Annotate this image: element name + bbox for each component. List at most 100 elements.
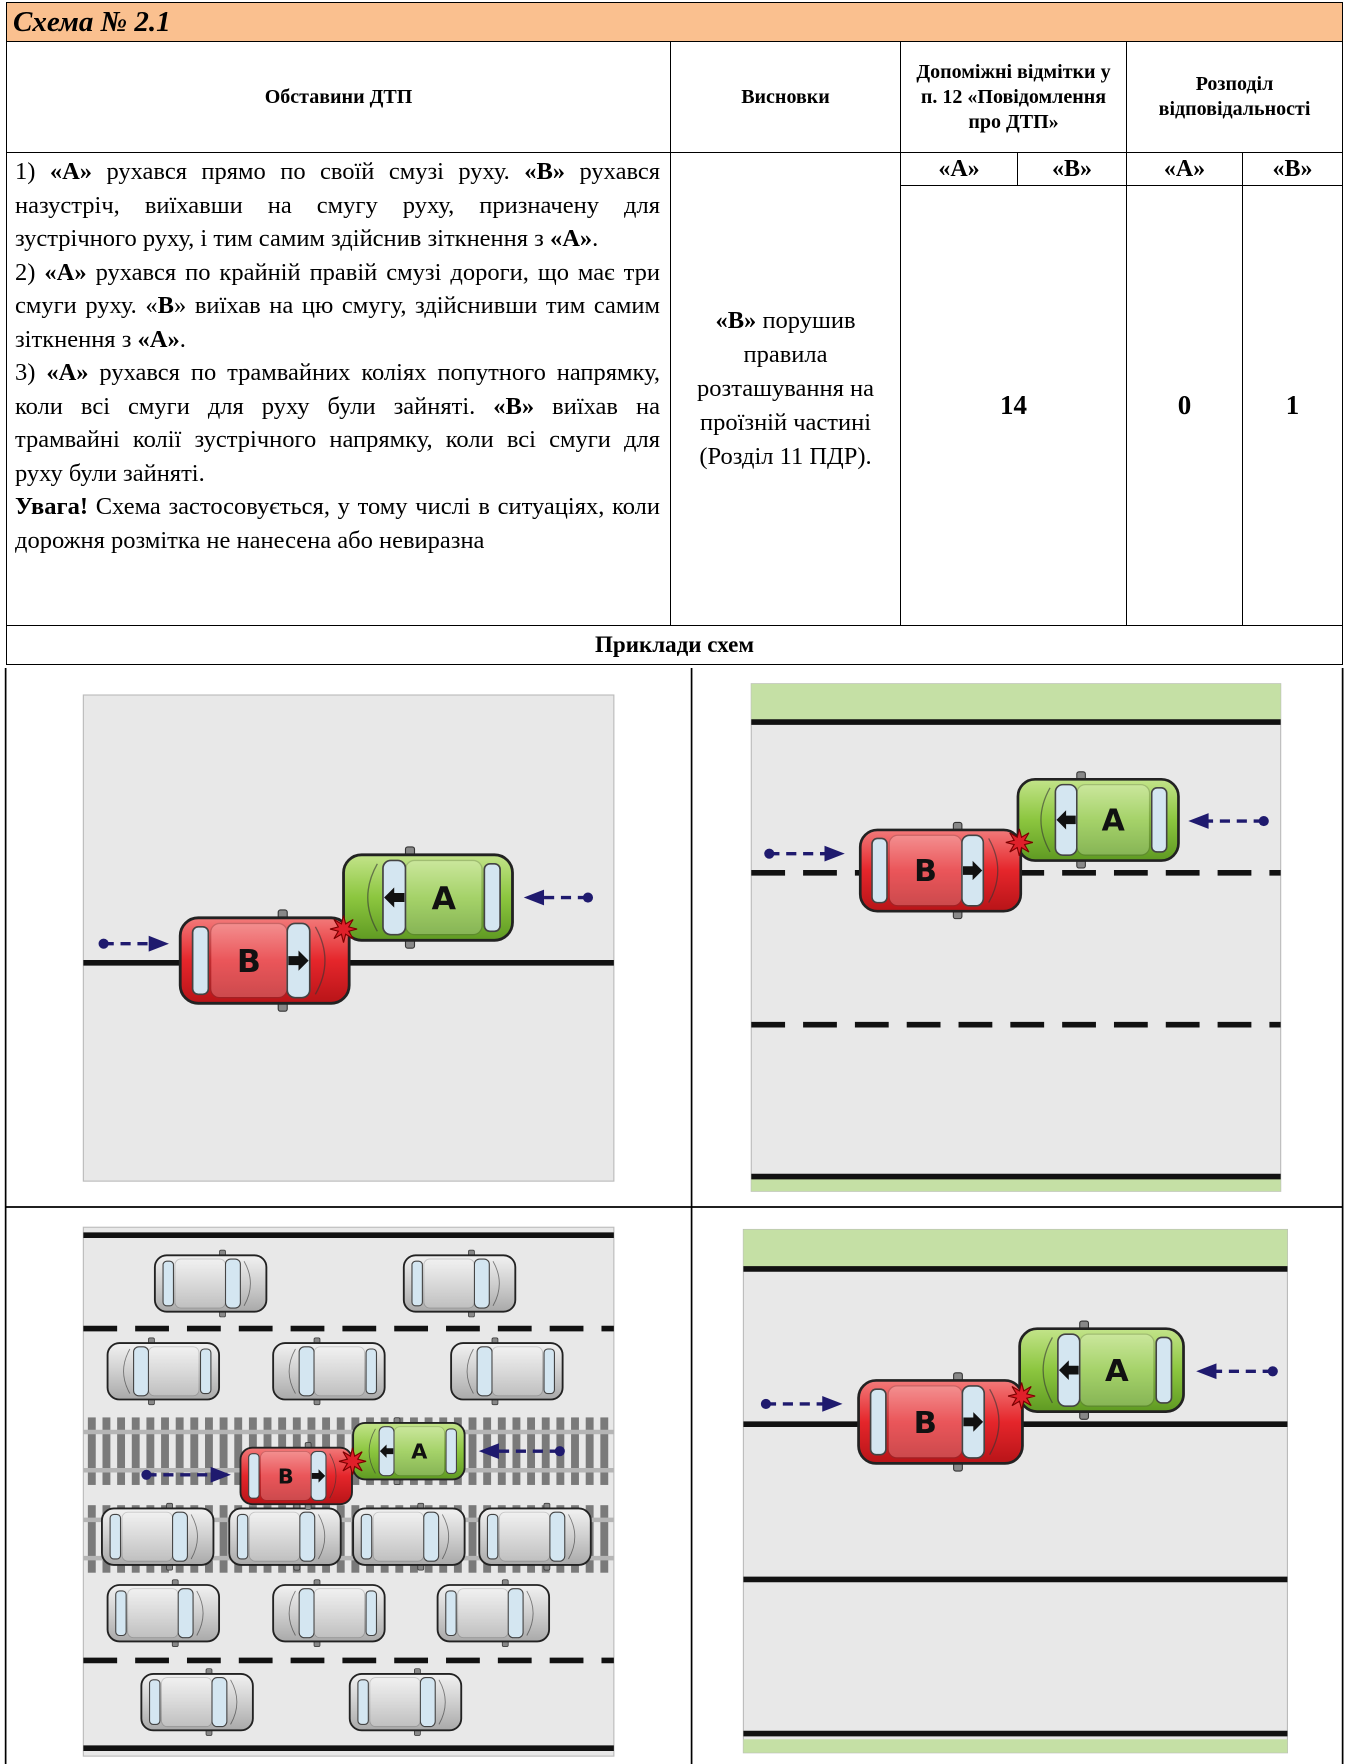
sleeper	[234, 1417, 243, 1485]
roof	[457, 1588, 509, 1639]
parked-car	[106, 1579, 221, 1648]
hood-line	[243, 1261, 251, 1307]
text-run: 2)	[15, 258, 45, 286]
car-body	[101, 1502, 215, 1571]
hood-line	[441, 1514, 450, 1560]
motion-head	[1196, 1363, 1217, 1380]
windshield	[549, 1511, 566, 1562]
car-body	[352, 1417, 466, 1485]
hood-line	[526, 1590, 534, 1636]
roof	[1076, 783, 1151, 856]
car-body	[140, 1668, 254, 1736]
paragraph: 3) «А» рухався по трамвайних коліях попу…	[15, 356, 660, 490]
parked-car	[352, 1502, 466, 1571]
diagram-layer: A B A B A B A B	[4, 668, 1344, 1764]
car-body	[239, 1442, 353, 1510]
roof	[372, 1511, 425, 1562]
header-cell: Висновки	[670, 41, 901, 153]
rear-window	[236, 1513, 249, 1560]
motion-start	[141, 1469, 152, 1480]
header-cell: Допоміжні відмітки у п. 12 «Повідомлення…	[900, 41, 1127, 153]
car-label: A	[1102, 804, 1126, 839]
text-run: «В»	[715, 307, 757, 334]
parked-car	[101, 1502, 215, 1571]
paragraph: Увага! Схема застосовується, у тому числ…	[15, 490, 660, 557]
windshield	[473, 1258, 490, 1309]
car-body	[342, 846, 514, 949]
sleeper	[131, 1417, 140, 1485]
parked-car	[140, 1668, 254, 1736]
responsibility-cell: 1	[1241, 185, 1344, 626]
windshield	[224, 1258, 241, 1309]
direction-arrow	[379, 1444, 394, 1458]
text-run: «А»	[137, 325, 180, 353]
roof	[313, 1588, 366, 1639]
text-run: рухався по крайній правій смузі дороги, …	[15, 258, 660, 320]
sleeper	[468, 1417, 477, 1485]
car: A	[342, 846, 514, 949]
sleeper	[219, 1505, 228, 1573]
hood-line	[988, 838, 999, 903]
rear-window	[543, 1348, 555, 1395]
hood-line	[438, 1679, 446, 1725]
car-body	[106, 1579, 221, 1648]
hood-line	[196, 1590, 204, 1636]
car: A	[1016, 771, 1180, 869]
sleeper	[87, 1417, 96, 1485]
text-run: рухався по трамвайних коліях попутного н…	[15, 359, 660, 420]
parked-car	[106, 1337, 221, 1406]
car-label: B	[914, 1406, 937, 1441]
circumstances-cell: 1) «А» рухався прямо по своїй смузі руху…	[6, 152, 671, 626]
car: B	[857, 1372, 1024, 1472]
windshield	[211, 1677, 228, 1728]
sleeper	[146, 1417, 155, 1485]
car: A	[1018, 1320, 1185, 1420]
sleeper	[527, 1417, 536, 1485]
header-cell: Розподіл відповідальності	[1125, 41, 1344, 153]
parked-car	[153, 1249, 268, 1318]
windshield	[419, 1677, 436, 1728]
direction-arrow	[288, 950, 309, 971]
road	[742, 1228, 1288, 1754]
windshield	[298, 1346, 315, 1397]
roof	[498, 1511, 551, 1562]
hood-line	[288, 1590, 296, 1636]
rear-window	[411, 1260, 423, 1307]
car-label: A	[411, 1440, 427, 1464]
direction-arrow	[962, 860, 983, 881]
hood-line	[230, 1679, 238, 1725]
impact-point	[1007, 1382, 1036, 1410]
windshield	[476, 1346, 493, 1397]
car-label: A	[1105, 1354, 1129, 1389]
motion-start	[1267, 1366, 1278, 1377]
hood-line	[568, 1514, 576, 1560]
car-body	[478, 1502, 592, 1571]
roof	[423, 1258, 475, 1309]
rear-window	[360, 1513, 373, 1560]
parked-car	[478, 1502, 592, 1571]
hood-line	[123, 1348, 131, 1394]
motion-head	[478, 1443, 499, 1460]
car-body	[272, 1337, 386, 1406]
car-body	[1018, 1320, 1185, 1420]
text-run: .	[179, 325, 186, 353]
text-run: 1)	[15, 158, 50, 185]
text-run: «А»	[549, 225, 593, 252]
sleeper	[161, 1417, 169, 1485]
subheader-cell: «А»	[1126, 151, 1243, 187]
car-body	[1016, 771, 1180, 869]
roof	[127, 1588, 179, 1639]
motion-start	[764, 848, 775, 859]
hood-line	[314, 926, 326, 995]
car: B	[239, 1442, 353, 1510]
roof	[121, 1511, 174, 1562]
sleeper	[219, 1417, 228, 1485]
car-label: B	[278, 1464, 294, 1488]
hood-line	[1042, 1337, 1053, 1404]
subheader-cell: «А»	[900, 151, 1018, 187]
rear-window	[445, 1590, 457, 1637]
text-run: Увага!	[15, 493, 88, 520]
text-run: » виїхав на цю смугу, здійснивши тим сам…	[15, 292, 660, 353]
motion-head	[822, 1396, 843, 1412]
motion-head	[523, 889, 545, 906]
